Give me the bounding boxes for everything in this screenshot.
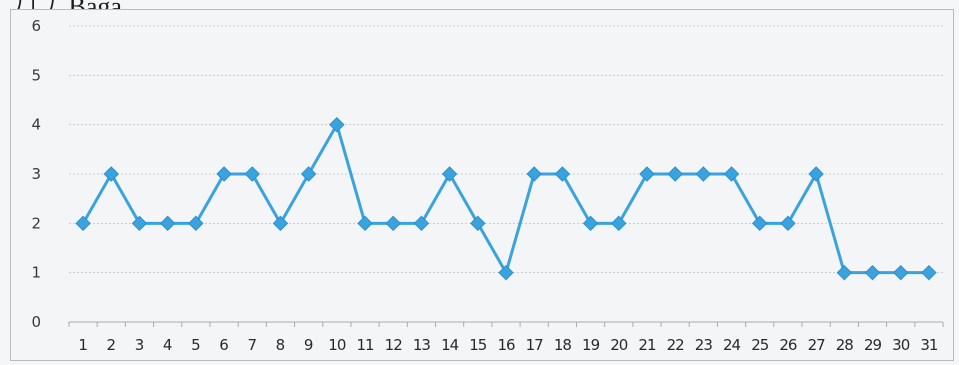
x-tick-label: 10: [328, 336, 346, 354]
x-tick-label: 22: [667, 336, 685, 354]
data-point-marker: [188, 215, 204, 232]
x-tick-label: 7: [247, 336, 257, 354]
x-tick-label: 11: [356, 336, 374, 354]
x-tick-label: 30: [892, 336, 910, 354]
data-point-marker: [864, 264, 881, 281]
data-point-marker: [639, 166, 655, 182]
x-tick-label: 2: [107, 336, 117, 354]
x-tick-label: 28: [836, 336, 854, 354]
data-point-marker: [413, 215, 430, 232]
data-point-marker: [470, 215, 486, 232]
data-point-marker: [808, 166, 824, 182]
y-tick-label: 3: [31, 165, 41, 183]
x-tick-label: 26: [779, 336, 797, 354]
x-tick-label: 18: [554, 336, 572, 354]
x-tick-label: 16: [497, 336, 515, 354]
x-tick-label: 24: [723, 336, 741, 354]
axes: [68, 321, 944, 327]
data-point-marker: [357, 215, 373, 232]
x-tick-label: 13: [413, 336, 431, 354]
x-tick-label: 9: [304, 336, 314, 354]
data-point-marker: [216, 166, 232, 182]
x-tick-label: 12: [385, 336, 403, 354]
y-tick-label: 6: [31, 17, 41, 35]
data-point-marker: [244, 166, 260, 182]
data-point-marker: [667, 166, 683, 182]
x-tick-label: 19: [582, 336, 600, 354]
x-tick-label: 20: [610, 336, 628, 354]
data-point-marker: [611, 215, 627, 232]
data-point-marker: [752, 215, 768, 232]
x-tick-label: 8: [276, 336, 286, 354]
data-point-marker: [893, 264, 909, 281]
data-point-marker: [272, 215, 289, 232]
x-tick-label: 21: [638, 336, 656, 354]
x-tick-label: 27: [808, 336, 826, 354]
series-layer: [75, 116, 937, 281]
data-point-marker: [441, 166, 458, 182]
y-tick-label: 2: [31, 214, 41, 232]
data-point-marker: [921, 264, 937, 281]
data-point-marker: [695, 166, 712, 182]
x-tick-label: 4: [163, 336, 173, 354]
y-tick-label: 1: [31, 264, 41, 282]
data-point-marker: [498, 264, 514, 281]
data-point-marker: [75, 215, 91, 232]
data-point-marker: [159, 215, 176, 232]
data-point-marker: [385, 215, 401, 232]
series-line: [81, 120, 929, 277]
y-tick-label: 5: [31, 66, 41, 84]
x-tick-label: 5: [191, 336, 201, 354]
data-point-marker: [554, 166, 571, 182]
data-point-marker: [300, 166, 317, 182]
data-point-marker: [103, 166, 119, 182]
data-point-marker: [526, 166, 542, 182]
y-tick-label: 0: [31, 313, 41, 331]
data-point-marker: [329, 116, 345, 133]
chart-area: 0 1 2 3 4 5 6 1 2 3 4 5 6 7 8 9 10 11 12 13 14 15 16 17 18 19 20 21…: [10, 9, 954, 361]
x-tick-label: 23: [695, 336, 713, 354]
data-point-marker: [723, 166, 740, 182]
x-tick-label: 17: [526, 336, 544, 354]
x-tick-label: 15: [469, 336, 487, 354]
data-point-marker: [131, 215, 148, 232]
x-tick-label: 25: [751, 336, 769, 354]
gridlines: [69, 25, 943, 274]
y-tick-label: 4: [31, 116, 41, 134]
x-tick-label: 1: [78, 336, 88, 354]
data-point-marker: [836, 264, 853, 281]
x-tick-label: 6: [219, 336, 229, 354]
x-tick-label: 31: [920, 336, 938, 354]
x-tick-label: 14: [441, 336, 459, 354]
x-tick-label: 3: [135, 336, 145, 354]
data-point-marker: [780, 215, 796, 232]
x-tick-label: 29: [864, 336, 882, 354]
data-point-marker: [582, 215, 599, 232]
